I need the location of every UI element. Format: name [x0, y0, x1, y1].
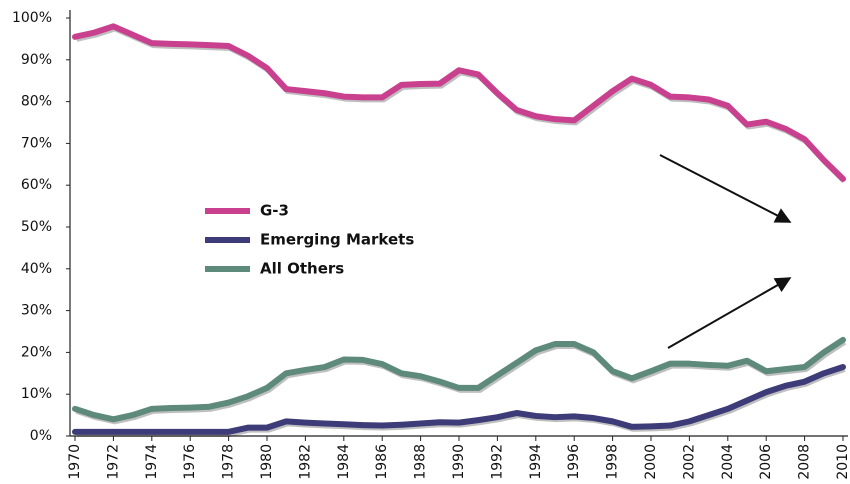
y-tick-label: 40% — [21, 261, 52, 277]
series-line — [72, 23, 846, 182]
x-tick-label: 1980 — [259, 444, 275, 480]
y-tick-label: 70% — [21, 135, 52, 151]
x-tick-label: 1992 — [489, 444, 505, 480]
series-line — [72, 364, 846, 435]
x-tick-label: 1990 — [451, 444, 467, 480]
x-tick-label: 2000 — [643, 444, 659, 480]
x-tick-label: 1996 — [566, 444, 582, 480]
y-tick-label: 0% — [30, 428, 52, 444]
x-tick-label: 2004 — [720, 444, 736, 480]
x-tick-label: 1978 — [221, 444, 237, 480]
legend-label: All Others — [260, 260, 344, 278]
x-tick-label: 1988 — [413, 444, 429, 480]
legend-label: Emerging Markets — [260, 231, 414, 249]
x-tick-label: 1976 — [182, 444, 198, 480]
x-tick-label: 1974 — [144, 444, 160, 480]
y-tick-label: 100% — [12, 10, 52, 26]
x-tick-label: 1982 — [297, 444, 313, 480]
x-tick-label: 2002 — [681, 444, 697, 480]
y-tick-label: 80% — [21, 94, 52, 110]
x-tick-label: 2008 — [797, 444, 813, 480]
x-tick-label: 1986 — [374, 444, 390, 480]
legend-label: G-3 — [260, 202, 289, 220]
x-tick-label: 1998 — [605, 444, 621, 480]
y-tick-label: 30% — [21, 303, 52, 319]
x-tick-label: 1970 — [67, 444, 83, 480]
y-tick-label: 10% — [21, 386, 52, 402]
x-tick-label: 1984 — [336, 444, 352, 480]
y-tick-label: 90% — [21, 52, 52, 68]
x-tick-label: 1972 — [105, 444, 121, 480]
trend-arrow-up — [667, 277, 792, 349]
y-tick-label: 60% — [21, 177, 52, 193]
x-tick-label: 2006 — [758, 444, 774, 480]
series-line — [72, 336, 846, 423]
y-tick-label: 20% — [21, 344, 52, 360]
x-tick-label: 1994 — [528, 444, 544, 480]
trend-arrow-down — [659, 154, 792, 223]
legend: G-3 Emerging Markets All Others — [205, 202, 414, 278]
y-tick-label: 50% — [21, 219, 52, 235]
x-tick-label: 2010 — [835, 444, 850, 480]
